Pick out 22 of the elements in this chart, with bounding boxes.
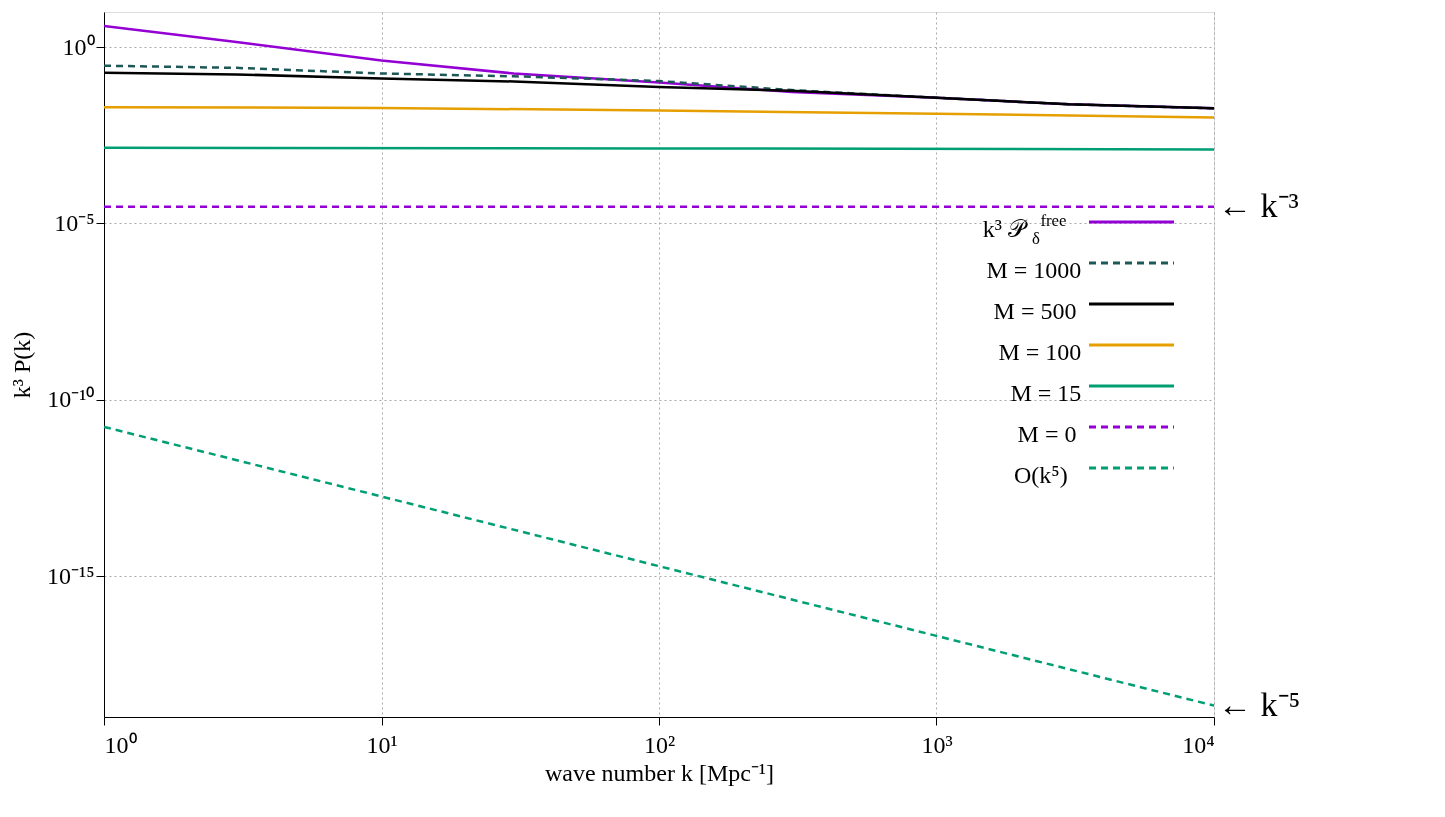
y-tick-label: 10⁻¹⁵ xyxy=(46,562,95,589)
y-axis-title: k³ P(k) xyxy=(8,331,35,399)
y-tick-label: 10⁻⁵ xyxy=(54,210,95,236)
y-tick-label: 10⁻¹⁰ xyxy=(47,386,95,413)
legend-label: M = 100 xyxy=(998,339,1082,365)
legend-label: M = 0 xyxy=(1017,421,1077,447)
legend-label: k³ 𝒫δfree xyxy=(982,211,1067,248)
legend-label: M = 500 xyxy=(993,298,1077,324)
x-tick-label: 10² xyxy=(643,731,676,758)
x-axis-title: wave number k [Mpc⁻¹] xyxy=(544,759,775,786)
legend-label: M = 15 xyxy=(1010,380,1082,406)
line-series xyxy=(104,105,1214,119)
x-tick-label: 10⁰ xyxy=(104,731,137,758)
x-tick-label: 10³ xyxy=(921,731,953,758)
annotation: ← k⁻⁵ xyxy=(1218,685,1301,723)
y-tick-label: 10⁰ xyxy=(62,33,95,60)
x-tick-label: 10¹ xyxy=(366,731,398,758)
x-tick-label: 10⁴ xyxy=(1182,731,1215,758)
legend-label: M = 1000 xyxy=(986,257,1082,283)
line-series xyxy=(104,425,1214,707)
annotation: ← k⁻³ xyxy=(1218,186,1299,224)
legend-label: O(k⁵) xyxy=(1014,462,1068,488)
